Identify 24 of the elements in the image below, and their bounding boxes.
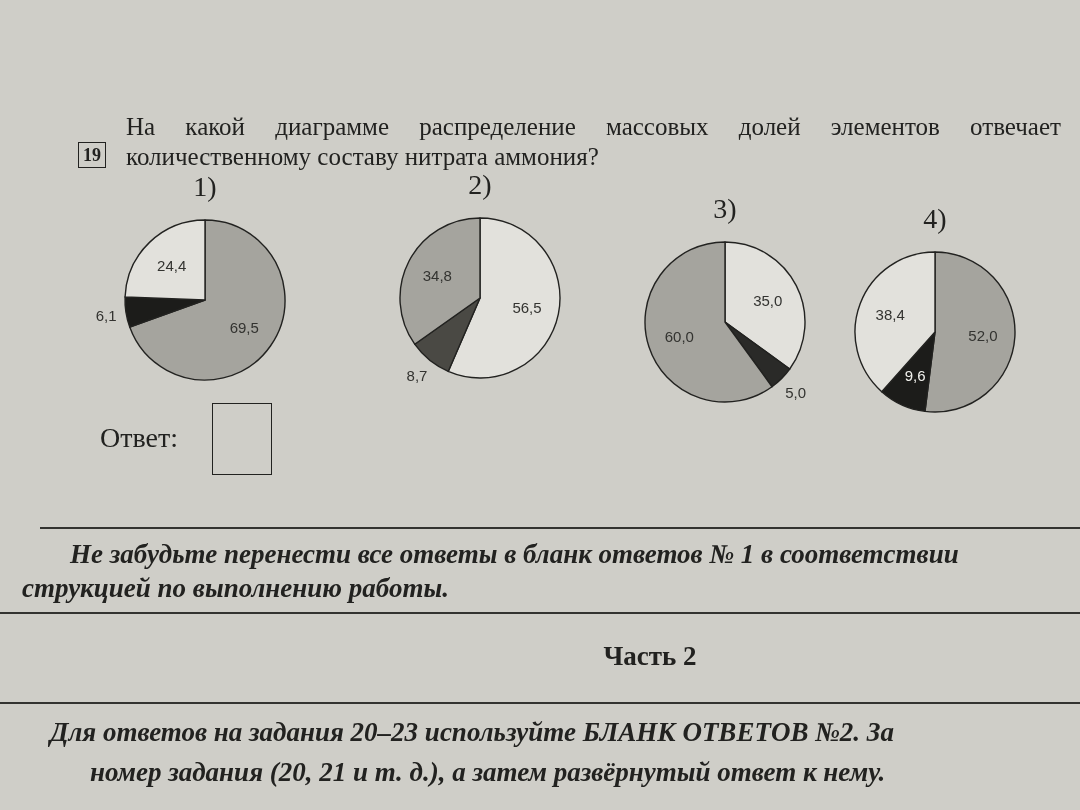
chart-title: 1): [193, 171, 217, 202]
chart-title: 3): [713, 193, 737, 224]
data-label: 6,1: [95, 306, 117, 324]
data-label: 52,0: [968, 326, 998, 344]
data-label: 35,0: [753, 291, 783, 309]
data-label: 5,0: [785, 384, 807, 402]
text: номер задания (20, 21 и т. д.), а затем развёрнутый ответ к нему.: [90, 756, 886, 788]
text: 19: [78, 142, 106, 168]
chart-title: 4): [923, 203, 947, 234]
text: Не забудьте перенести все ответы в бланк ответов № 1 в соответствии: [70, 538, 959, 570]
text: струкцией по выполнению работы.: [22, 572, 449, 604]
text: Ответ:: [100, 422, 178, 454]
data-label: 56,5: [512, 299, 542, 317]
text: На какой диаграмме распределение массовых долей элементов отвечает количественному составу нитрата аммония?: [126, 112, 1061, 172]
data-label: 24,4: [157, 256, 187, 274]
data-label: 69,5: [229, 319, 259, 337]
text: Для ответов на задания 20–23 используйте БЛАНК ОТВЕТОВ №2. За: [50, 716, 895, 748]
text: Часть 2: [603, 641, 697, 671]
data-label: 38,4: [875, 306, 905, 324]
data-label: 9,6: [904, 367, 926, 385]
data-label: 60,0: [664, 328, 694, 346]
data-label: 8,7: [406, 367, 428, 385]
chart-title: 2): [468, 169, 492, 200]
data-label: 34,8: [422, 267, 452, 285]
